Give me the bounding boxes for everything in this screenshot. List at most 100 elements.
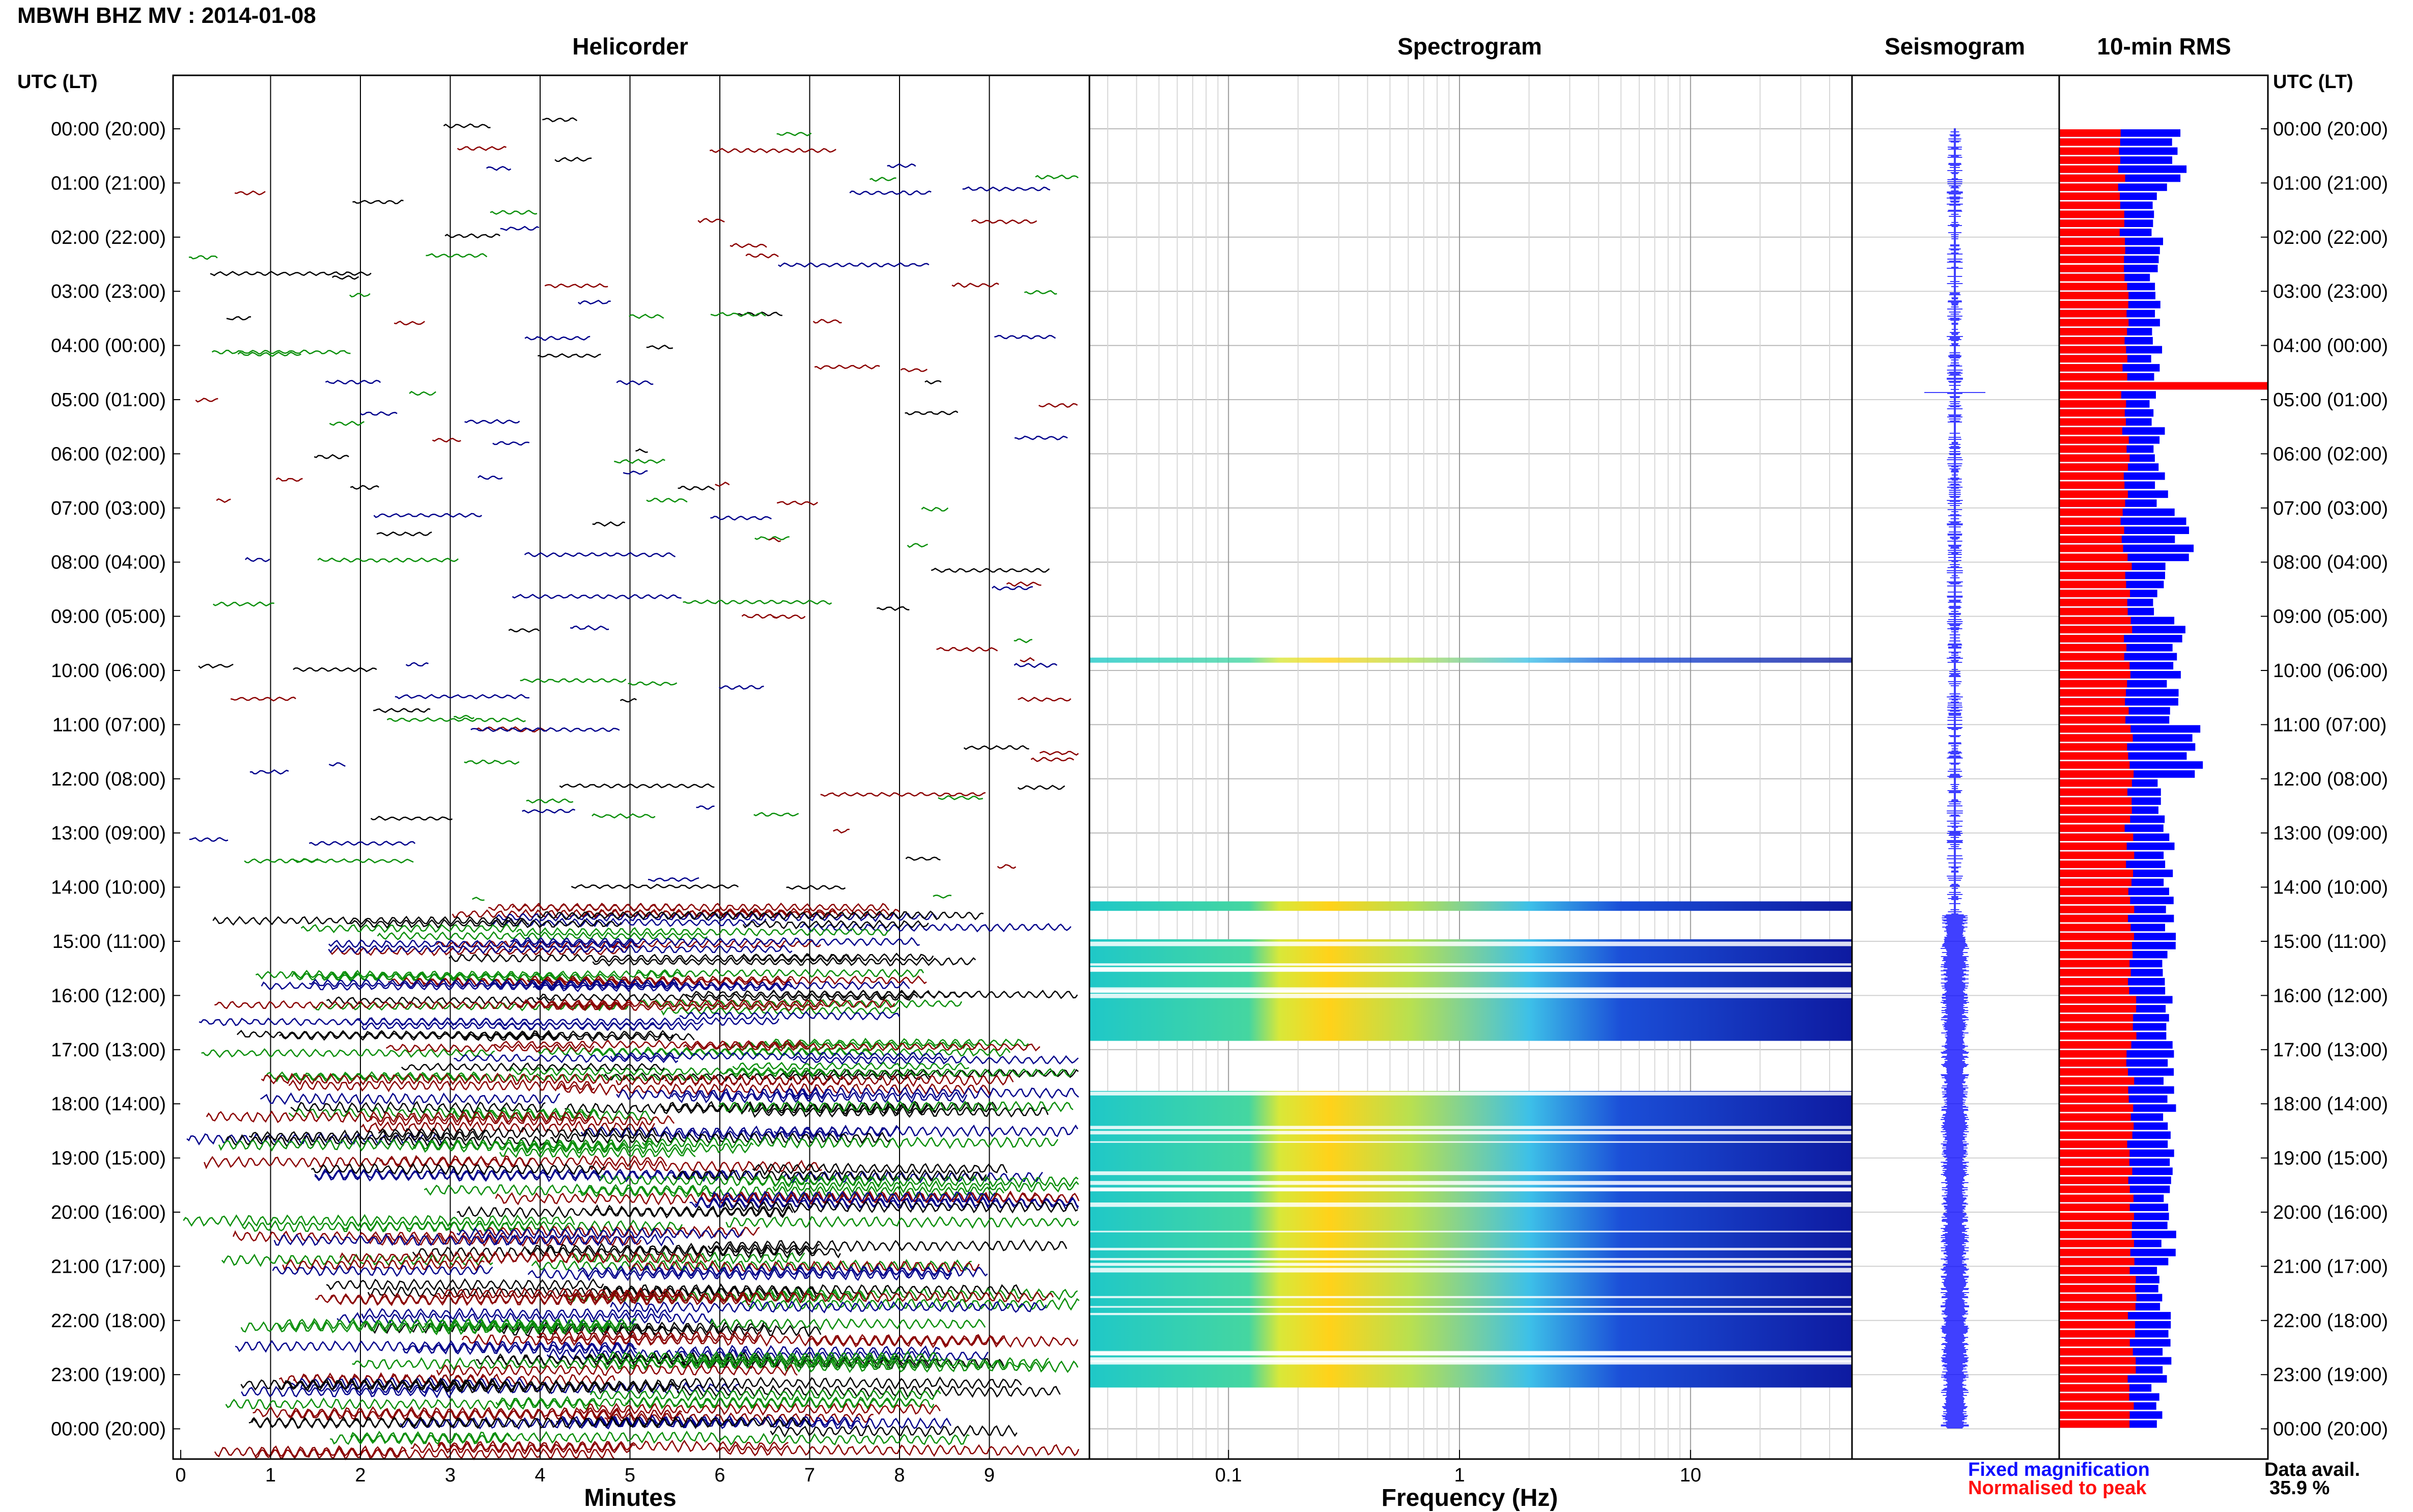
helicorder-trace [288,1106,599,1120]
rms-bar-normalised [2059,1312,2128,1320]
helicorder-trace [370,816,453,821]
rms-bar-normalised [2059,824,2125,832]
helicorder-trace [402,1342,638,1356]
helicorder-trace [905,856,941,861]
helicorder-trace [763,1038,1029,1048]
rms-bar-normalised [2059,1384,2129,1392]
helicorder-trace [887,163,916,169]
rms-bar-normalised [2059,310,2127,318]
helicorder-trace [214,1445,407,1459]
helicorder-trace [687,1354,899,1367]
helicorder-trace [641,1135,1058,1150]
helicorder-trace [1024,290,1057,295]
helicorder-trace [1017,785,1065,790]
rms-bar-normalised [2059,536,2122,543]
helicorder-trace [1020,657,1035,663]
rms-bar-normalised [2059,897,2130,905]
time-label-right: 05:00 (01:00) [2273,389,2388,411]
rms-bar-normalised [2059,382,2268,390]
helicorder-trace [350,918,622,929]
helicorder-trace [524,552,676,557]
rms-bar-normalised [2059,734,2133,742]
helicorder-trace [314,454,349,459]
rms-bar-normalised [2059,689,2126,697]
helicorder-trace [478,1224,760,1238]
helicorder-trace [195,398,218,403]
helicorder-trace [512,594,682,600]
helicorder-trace [778,262,930,268]
time-label-left: 14:00 (10:00) [51,877,166,899]
time-label-left: 02:00 (22:00) [51,227,166,248]
helicorder-trace [225,1397,599,1411]
helicorder-trace [326,1278,604,1292]
helicorder-x-tick-label: 1 [265,1465,276,1486]
helicorder-trace [537,910,984,920]
rms-bar-normalised [2059,599,2127,606]
rms-bar-normalised [2059,1257,2135,1266]
rms-bar-normalised [2059,445,2127,453]
rms-bar-normalised [2059,590,2130,598]
rms-bar-normalised [2059,887,2128,895]
helicorder-trace [936,647,998,652]
rms-bar-normalised [2059,662,2130,669]
time-label-left: 00:00 (20:00) [51,1419,166,1440]
helicorder-trace [742,919,929,930]
helicorder-trace [610,1051,947,1061]
spectrogram-gap [1089,1263,1852,1266]
rms-bar-normalised [2059,1194,2134,1202]
time-label-left: 03:00 (23:00) [51,281,166,302]
helicorder-trace [309,978,679,989]
helicorder-trace [668,1376,1022,1390]
helicorder-trace [683,599,832,605]
helicorder-trace [675,1345,940,1358]
rms-bar-normalised [2059,409,2125,417]
helicorder-trace [405,662,429,667]
helicorder-trace [494,1040,808,1050]
helicorder-trace [361,1021,670,1031]
rms-bar-normalised [2059,1032,2137,1040]
utc-header-left: UTC (LT) [17,71,98,93]
helicorder-trace [385,1043,595,1053]
rms-bar-normalised [2059,1050,2127,1058]
helicorder-title: Helicorder [572,33,688,60]
rms-bar-normalised [2059,1059,2126,1067]
helicorder-trace [325,379,381,385]
helicorder-trace [554,157,592,162]
time-label-left: 10:00 (06:00) [51,660,166,682]
rms-bar-normalised [2059,526,2124,534]
rms-bar-normalised [2059,923,2131,932]
rms-bar-normalised [2059,454,2130,462]
rms-bar-normalised [2059,1177,2128,1184]
spectrogram-gap [1089,993,1852,998]
rms-bar-normalised [2059,256,2124,263]
helicorder-trace [532,982,792,993]
rms-bar-normalised [2059,1005,2137,1013]
helicorder-trace [531,1258,972,1273]
helicorder-trace [648,877,699,882]
time-label-left: 12:00 (08:00) [51,769,166,790]
time-label-right: 04:00 (00:00) [2273,335,2388,357]
rms-bar-normalised [2059,246,2125,255]
helicorder-x-tick-label: 9 [984,1465,995,1486]
helicorder-trace [770,1424,1018,1438]
rms-bar-normalised [2059,418,2126,426]
time-label-left: 04:00 (00:00) [51,335,166,357]
time-label-right: 01:00 (21:00) [2273,173,2388,194]
spectrogram-gap [1089,1312,1852,1315]
seismogram-trace [1924,128,1985,1429]
spectrogram-gap [1089,987,1852,990]
rms-bar-normalised [2059,1267,2130,1275]
rms-bar-normalised [2059,870,2134,877]
rms-bar-normalised [2059,842,2127,850]
time-label-left: 21:00 (17:00) [51,1256,166,1277]
rms-bar-normalised [2059,192,2120,200]
helicorder-trace [526,798,574,804]
time-label-right: 07:00 (03:00) [2273,498,2388,519]
helicorder-trace [352,200,404,205]
rms-bar-normalised [2059,1393,2129,1401]
rms-bar-normalised [2059,147,2119,155]
helicorder-trace [679,1011,901,1021]
helicorder-trace [907,543,928,548]
helicorder-x-tick-label: 8 [894,1465,905,1486]
helicorder-trace [678,485,715,491]
